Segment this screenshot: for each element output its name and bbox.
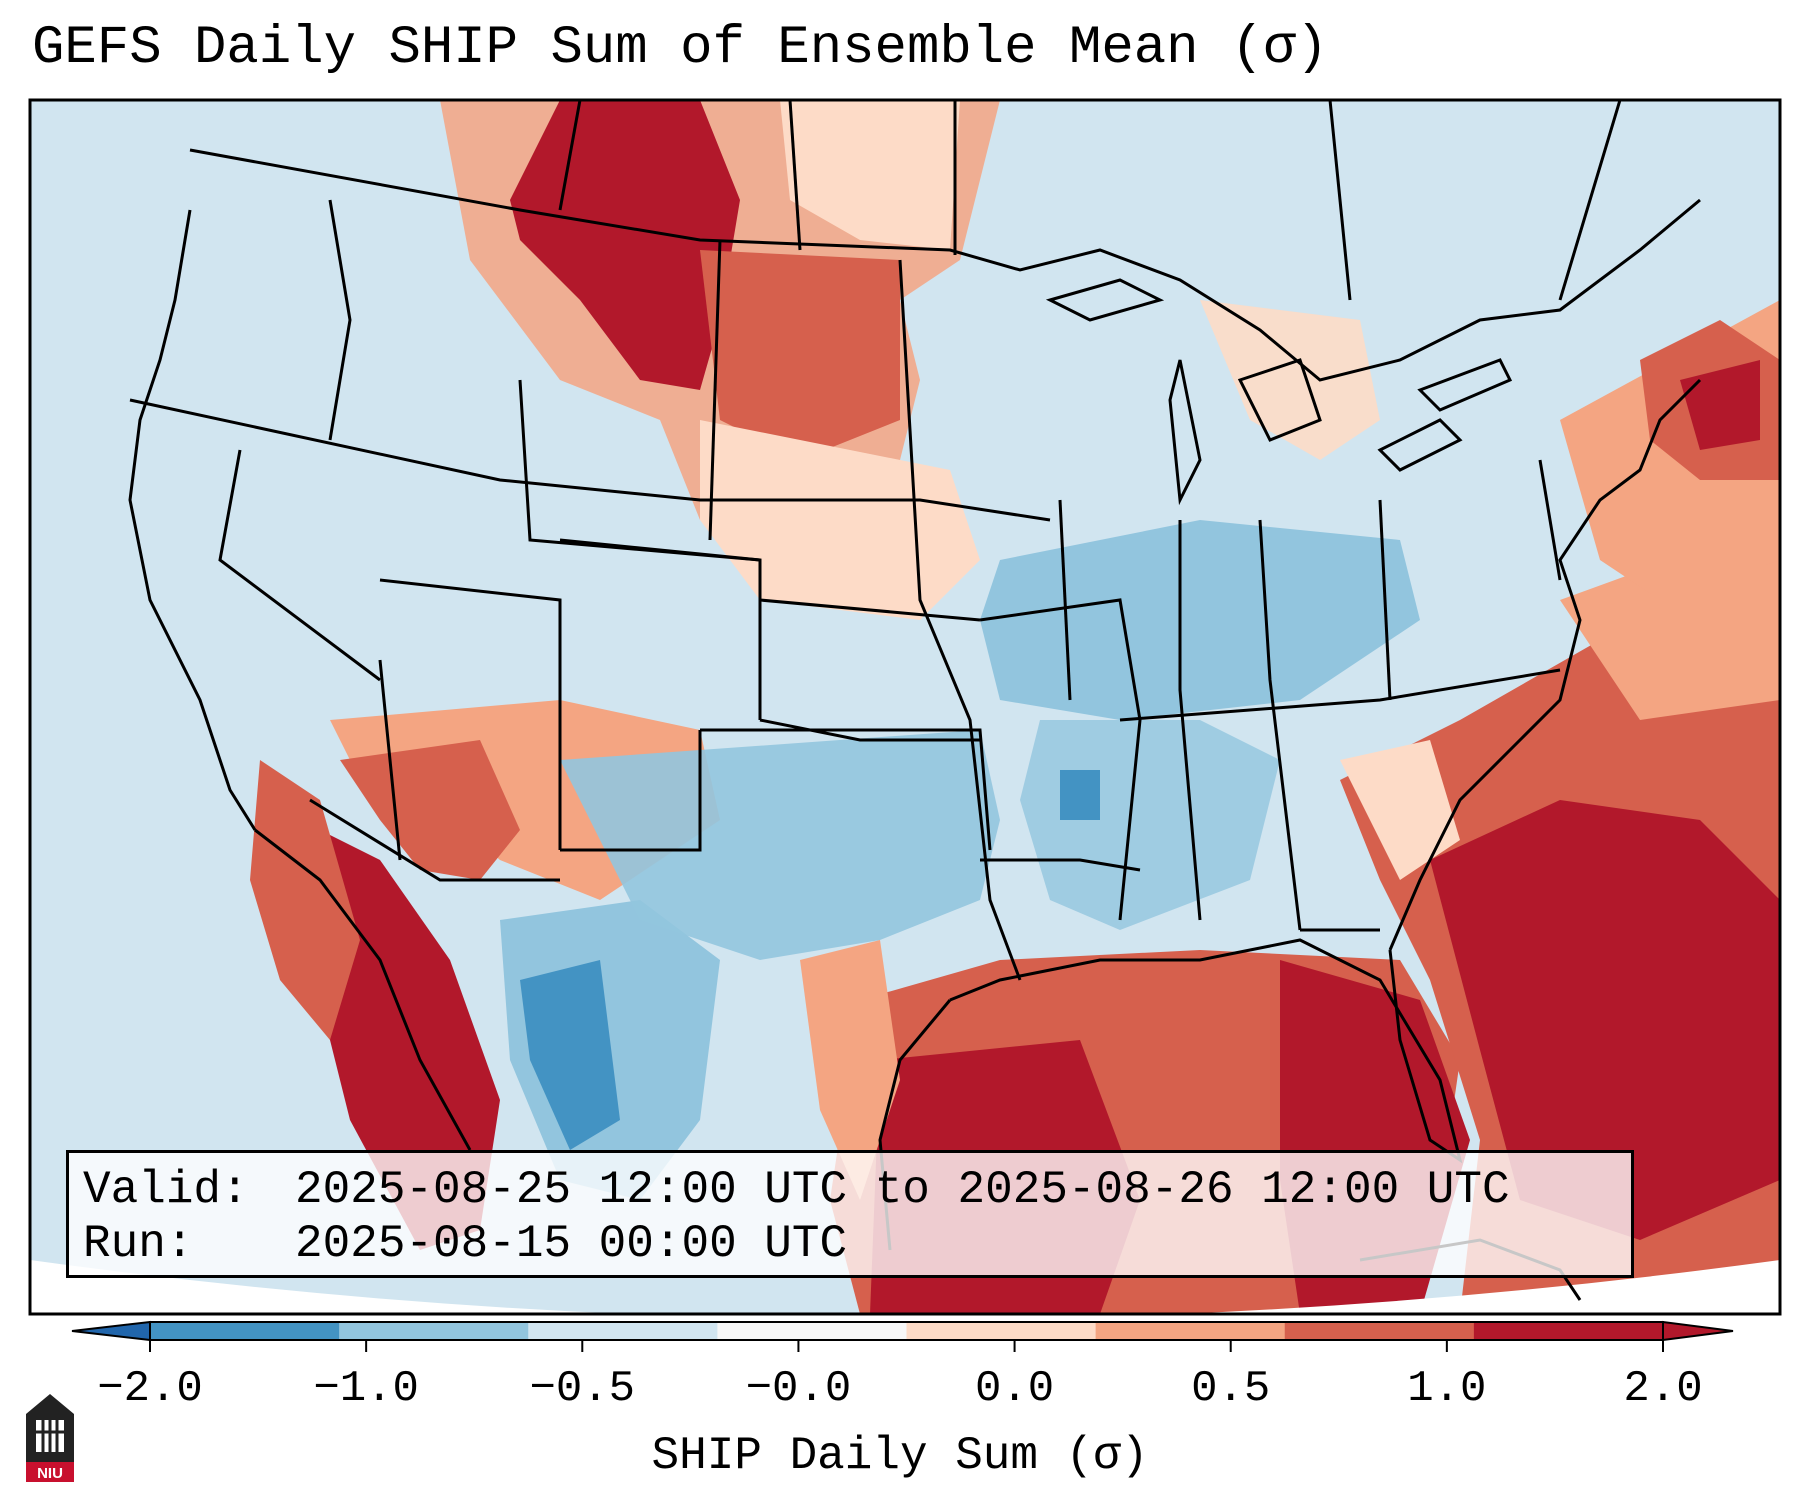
- colorbar-segment: [1284, 1322, 1475, 1340]
- colorbar-extend-under: [71, 1320, 151, 1342]
- colorbar-tick-label: 0.5: [1191, 1364, 1271, 1414]
- colorbar-tick-label: 0.0: [974, 1364, 1055, 1414]
- niu-logo-text: NIU: [37, 1465, 63, 1482]
- map-title: GEFS Daily SHIP Sum of Ensemble Mean (σ): [32, 18, 1329, 79]
- colorbar-segment: [1095, 1322, 1286, 1340]
- colorbar-tick-label: −2.0: [97, 1364, 203, 1414]
- colorbar-segment: [150, 1322, 340, 1340]
- colorbar-tick-label: −0.5: [529, 1364, 636, 1414]
- colorbar-segment: [717, 1322, 907, 1340]
- colorbar-label: SHIP Daily Sum (σ): [651, 1430, 1149, 1482]
- colorbar: [71, 1320, 1734, 1352]
- valid-value: 2025-08-25 12:00 UTC to 2025-08-26 12:00…: [295, 1164, 1510, 1216]
- colorbar-tick-label: −0.0: [745, 1364, 852, 1414]
- map-frame: [28, 98, 1782, 1316]
- colorbar-tick-label: 2.0: [1623, 1364, 1703, 1414]
- info-box: Valid: 2025-08-25 12:00 UTC to 2025-08-26…: [66, 1150, 1634, 1278]
- run-label: Run:: [83, 1218, 194, 1270]
- colorbar-tick-label: −1.0: [313, 1364, 419, 1414]
- niu-logo-icon: NIU: [26, 1394, 74, 1482]
- borders-layer: [128, 100, 1702, 1301]
- valid-label: Valid:: [83, 1164, 249, 1216]
- run-value: 2025-08-15 00:00 UTC: [295, 1218, 848, 1270]
- colorbar-segment: [906, 1322, 1097, 1340]
- colorbar-extend-over: [1662, 1320, 1734, 1342]
- colorbar-tick-label: 1.0: [1407, 1364, 1487, 1414]
- anomaly-field: [30, 100, 1780, 1314]
- colorbar-segment: [528, 1322, 718, 1340]
- colorbar-segment: [1473, 1322, 1664, 1340]
- colorbar-segment: [339, 1322, 529, 1340]
